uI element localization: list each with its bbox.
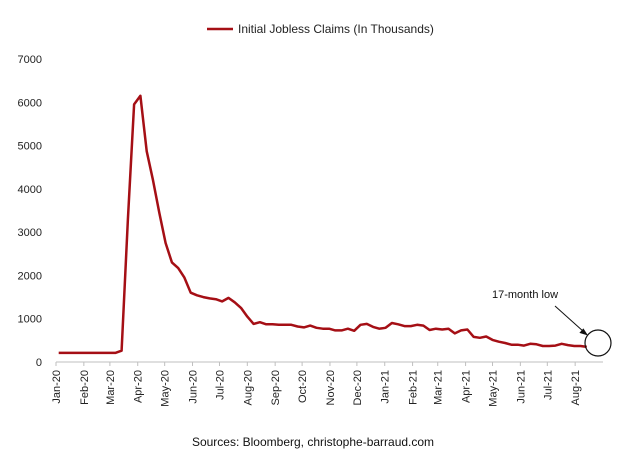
legend-label: Initial Jobless Claims (In Thousands) [238, 22, 434, 36]
series-layer [58, 94, 587, 355]
y-tick-label: 4000 [18, 184, 42, 196]
annotation-17-month-low: 17-month low [492, 289, 612, 357]
y-axis-tick-labels: 0 1000 2000 3000 4000 5000 6000 7000 [18, 54, 42, 369]
y-tick-label: 2000 [18, 270, 42, 282]
legend: Initial Jobless Claims (In Thousands) [207, 22, 434, 36]
annotation-label: 17-month low [492, 289, 558, 301]
source-note: Sources: Bloomberg, christophe-barraud.c… [192, 435, 434, 449]
x-tick-label: Jun-20 [188, 370, 200, 404]
y-tick-label: 5000 [18, 141, 42, 153]
x-tick-label: Nov-20 [325, 370, 337, 405]
x-tick-label: Feb-20 [79, 370, 91, 405]
x-tick-label: Apr-21 [461, 370, 473, 403]
x-tick-label: Sep-20 [270, 370, 282, 405]
x-tick-label: Jul-20 [214, 370, 226, 400]
annotation-arrow-line [554, 305, 585, 333]
x-tick-label: Aug-20 [242, 370, 254, 405]
y-tick-label: 7000 [18, 54, 42, 66]
x-tick-label: Apr-20 [133, 370, 145, 403]
x-tick-label: Jan-20 [51, 370, 63, 404]
x-tick-label: May-20 [160, 370, 172, 407]
annotation-arrowhead [579, 328, 588, 336]
y-tick-label: 6000 [18, 97, 42, 109]
x-tick-label: Jan-21 [380, 370, 392, 404]
x-tick-label: Dec-20 [352, 370, 364, 405]
y-tick-label: 3000 [18, 227, 42, 239]
x-tick-label: May-21 [488, 370, 500, 407]
annotation-circle [584, 329, 612, 357]
x-tick-label: Mar-21 [433, 370, 445, 405]
x-tick-label: Aug-21 [570, 370, 582, 405]
x-tick-label: Jun-21 [515, 370, 527, 404]
x-tick-label: Mar-20 [105, 370, 117, 405]
x-axis-ticks [55, 362, 576, 366]
y-tick-label: 0 [36, 357, 42, 369]
x-tick-label: Oct-20 [297, 370, 309, 403]
series-line-0 [58, 94, 587, 355]
y-tick-label: 1000 [18, 314, 42, 326]
x-tick-label: Feb-21 [408, 370, 420, 405]
x-axis-tick-labels: Jan-20 Feb-20 Mar-20 Apr-20 May-20 Jun-20 Jul-… [51, 370, 582, 407]
x-tick-label: Jul-21 [542, 370, 554, 400]
